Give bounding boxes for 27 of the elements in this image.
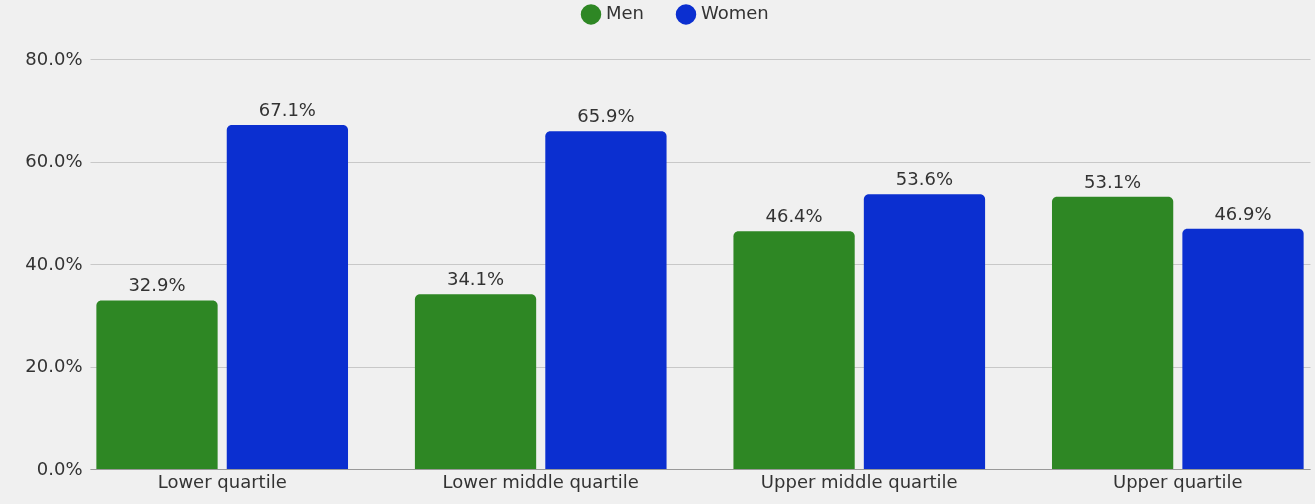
y-tick-label: 20.0% <box>25 355 83 376</box>
bar <box>96 300 218 469</box>
x-tick-label: Upper quartile <box>1112 470 1243 492</box>
data-label: 46.4% <box>765 205 823 227</box>
data-label: 32.9% <box>128 274 186 296</box>
bar <box>226 125 349 469</box>
y-tick-label: 0.0% <box>36 457 83 479</box>
bar <box>414 294 537 469</box>
x-tick-label: Upper middle quartile <box>760 470 958 492</box>
y-tick-label: 40.0% <box>25 252 83 274</box>
data-label: 67.1% <box>258 99 316 121</box>
data-label: 46.9% <box>1214 202 1272 224</box>
data-label: 53.1% <box>1084 170 1142 192</box>
y-tick-label: 60.0% <box>25 150 83 171</box>
bar <box>863 194 986 469</box>
y-tick-label: 80.0% <box>25 47 83 69</box>
bar <box>545 131 667 469</box>
legend-label: Men <box>606 2 645 24</box>
data-label: 65.9% <box>577 105 635 127</box>
bar <box>1182 228 1304 469</box>
data-label: 53.6% <box>895 168 954 190</box>
bar <box>733 231 855 469</box>
legend-label: Women <box>701 2 769 24</box>
bar <box>1051 196 1174 469</box>
x-tick-label: Lower middle quartile <box>442 470 639 492</box>
x-tick-label: Lower quartile <box>157 470 287 492</box>
data-label: 34.1% <box>446 268 505 290</box>
